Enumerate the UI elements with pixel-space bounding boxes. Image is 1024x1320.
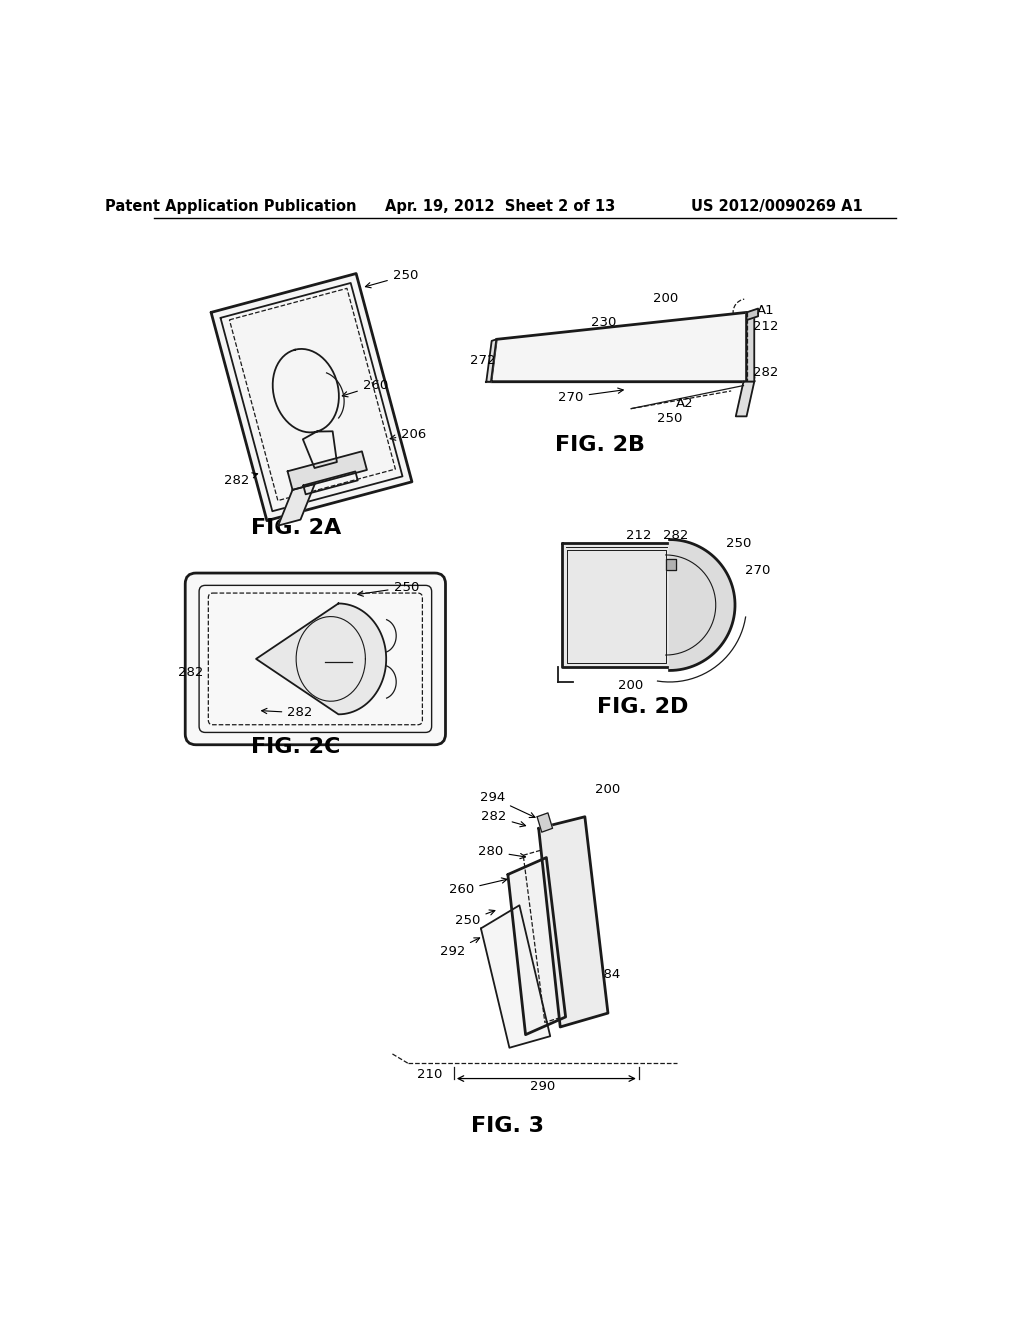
Text: 294: 294 <box>480 791 535 817</box>
Text: 200: 200 <box>653 292 678 305</box>
Text: 200: 200 <box>595 783 621 796</box>
Text: 282: 282 <box>663 529 688 543</box>
Polygon shape <box>670 540 735 671</box>
Text: 282: 282 <box>481 810 525 826</box>
Polygon shape <box>666 558 676 570</box>
Text: 250: 250 <box>656 412 682 425</box>
Polygon shape <box>538 813 553 832</box>
Text: 282: 282 <box>224 473 258 487</box>
Text: 250: 250 <box>726 537 752 550</box>
Text: 292: 292 <box>439 939 479 958</box>
Text: Apr. 19, 2012  Sheet 2 of 13: Apr. 19, 2012 Sheet 2 of 13 <box>385 198 615 214</box>
FancyBboxPatch shape <box>185 573 445 744</box>
Text: 280: 280 <box>478 845 525 859</box>
Text: FIG. 3: FIG. 3 <box>471 1117 545 1137</box>
Text: 212: 212 <box>626 529 651 543</box>
Text: US 2012/0090269 A1: US 2012/0090269 A1 <box>691 198 863 214</box>
Polygon shape <box>746 309 758 321</box>
Polygon shape <box>486 339 497 381</box>
Text: FIG. 2D: FIG. 2D <box>597 697 688 717</box>
Polygon shape <box>256 603 386 714</box>
Polygon shape <box>562 544 670 667</box>
Text: 272: 272 <box>470 354 496 367</box>
Polygon shape <box>279 484 314 525</box>
Text: FIG. 2B: FIG. 2B <box>555 436 645 455</box>
Text: 270: 270 <box>745 564 771 577</box>
Text: 206: 206 <box>390 428 427 441</box>
Text: FIG. 2A: FIG. 2A <box>251 519 341 539</box>
Text: 282: 282 <box>753 366 778 379</box>
Text: 210: 210 <box>417 1068 442 1081</box>
Polygon shape <box>508 858 565 1035</box>
Text: 212: 212 <box>753 319 778 333</box>
Polygon shape <box>736 381 755 416</box>
Polygon shape <box>746 312 755 381</box>
Text: 230: 230 <box>592 315 616 329</box>
Text: A2: A2 <box>676 397 694 409</box>
Text: 250: 250 <box>366 269 418 288</box>
Text: 284: 284 <box>577 968 621 995</box>
Polygon shape <box>490 313 746 381</box>
Text: 260: 260 <box>326 651 351 664</box>
Text: 270: 270 <box>558 388 624 404</box>
Text: 200: 200 <box>618 680 644 693</box>
Polygon shape <box>481 906 550 1048</box>
Text: 282: 282 <box>261 706 312 719</box>
Text: 290: 290 <box>529 1080 555 1093</box>
Text: FIG. 2C: FIG. 2C <box>252 737 341 756</box>
Text: 260: 260 <box>342 379 388 397</box>
Polygon shape <box>539 817 608 1027</box>
Polygon shape <box>288 451 367 490</box>
Text: A1: A1 <box>757 304 774 317</box>
Text: 260: 260 <box>450 878 507 896</box>
Text: Patent Application Publication: Patent Application Publication <box>104 198 356 214</box>
Text: 282: 282 <box>178 667 204 680</box>
Text: 250: 250 <box>357 581 419 597</box>
Polygon shape <box>211 273 412 520</box>
Text: 250: 250 <box>455 909 495 927</box>
